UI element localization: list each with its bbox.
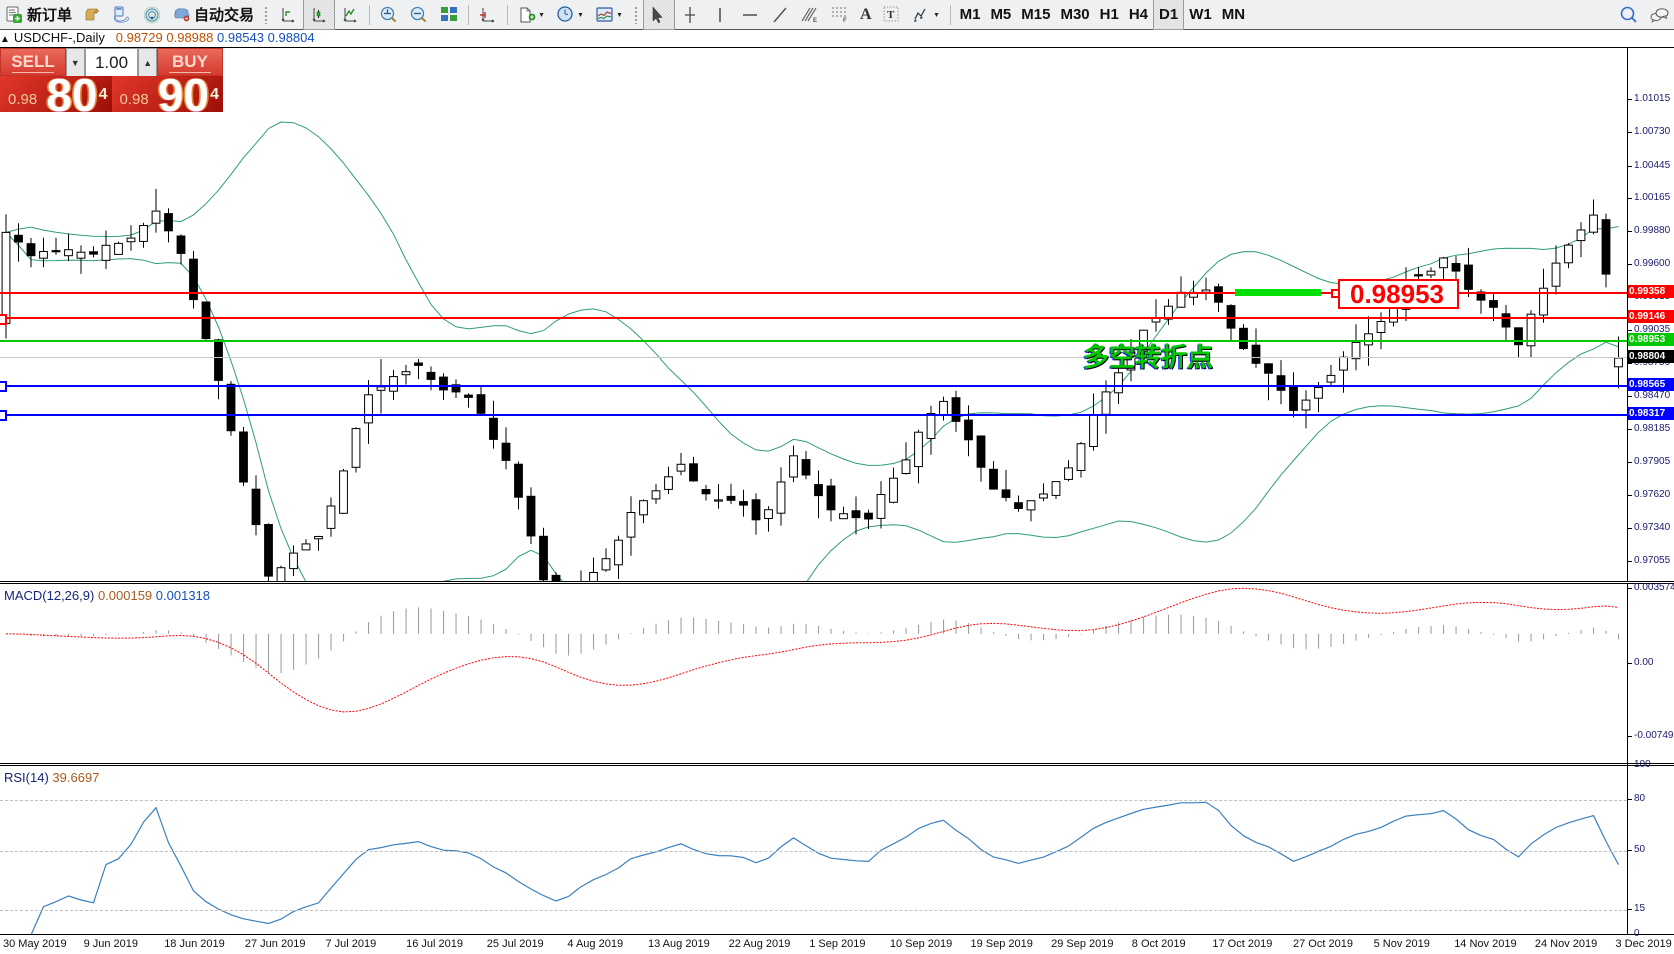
svg-text:F: F <box>843 18 847 24</box>
svg-text:E: E <box>813 18 817 24</box>
svg-text:T: T <box>887 9 895 21</box>
